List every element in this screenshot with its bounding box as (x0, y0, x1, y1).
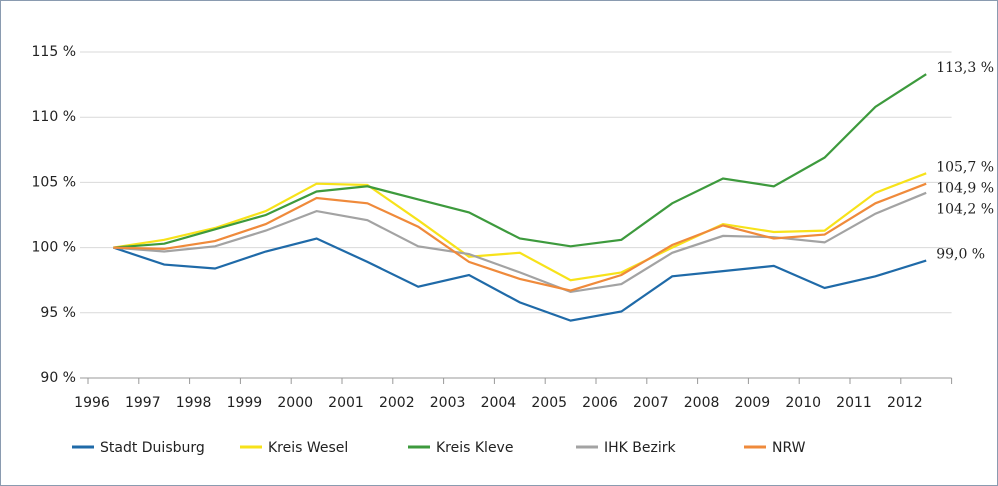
x-tick-label: 2000 (277, 395, 313, 411)
x-tick-label: 1999 (227, 395, 263, 411)
x-tick-label: 1998 (176, 395, 212, 411)
legend-label: NRW (772, 440, 806, 456)
x-tick-label: 2001 (328, 395, 364, 411)
x-tick-label: 2003 (430, 395, 466, 411)
y-tick-label: 115 % (32, 44, 76, 60)
x-tick-label: 2011 (836, 395, 872, 411)
legend-label: Stadt Duisburg (100, 440, 205, 456)
end-label: 99,0 % (936, 247, 985, 263)
x-tick-label: 2002 (379, 395, 415, 411)
x-tick-label: 2007 (633, 395, 669, 411)
end-label: 104,9 % (936, 180, 994, 196)
x-tick-label: 2010 (785, 395, 821, 411)
x-tick-label: 2004 (481, 395, 517, 411)
y-tick-label: 90 % (40, 370, 76, 386)
line-series (113, 237, 927, 322)
end-label: 113,3 % (936, 60, 994, 76)
line-series (113, 191, 927, 294)
x-tick-label: 2009 (735, 395, 771, 411)
y-tick-label: 105 % (32, 174, 76, 190)
end-label: 105,7 % (936, 159, 994, 175)
legend-label: Kreis Wesel (268, 440, 348, 456)
line-series (113, 172, 927, 282)
legend-label: Kreis Kleve (436, 440, 513, 456)
y-tick-label: 95 % (40, 305, 76, 321)
x-tick-label: 2012 (887, 395, 923, 411)
x-tick-label: 1997 (125, 395, 161, 411)
legend-label: IHK Bezirk (604, 440, 676, 456)
end-label: 104,2 % (936, 201, 994, 217)
x-tick-label: 2005 (531, 395, 567, 411)
line-series (113, 182, 927, 292)
x-tick-label: 2006 (582, 395, 618, 411)
x-tick-label: 1996 (74, 395, 110, 411)
y-tick-label: 110 % (32, 109, 76, 125)
x-tick-label: 2008 (684, 395, 720, 411)
line-series (113, 73, 927, 249)
y-tick-label: 100 % (32, 240, 76, 256)
